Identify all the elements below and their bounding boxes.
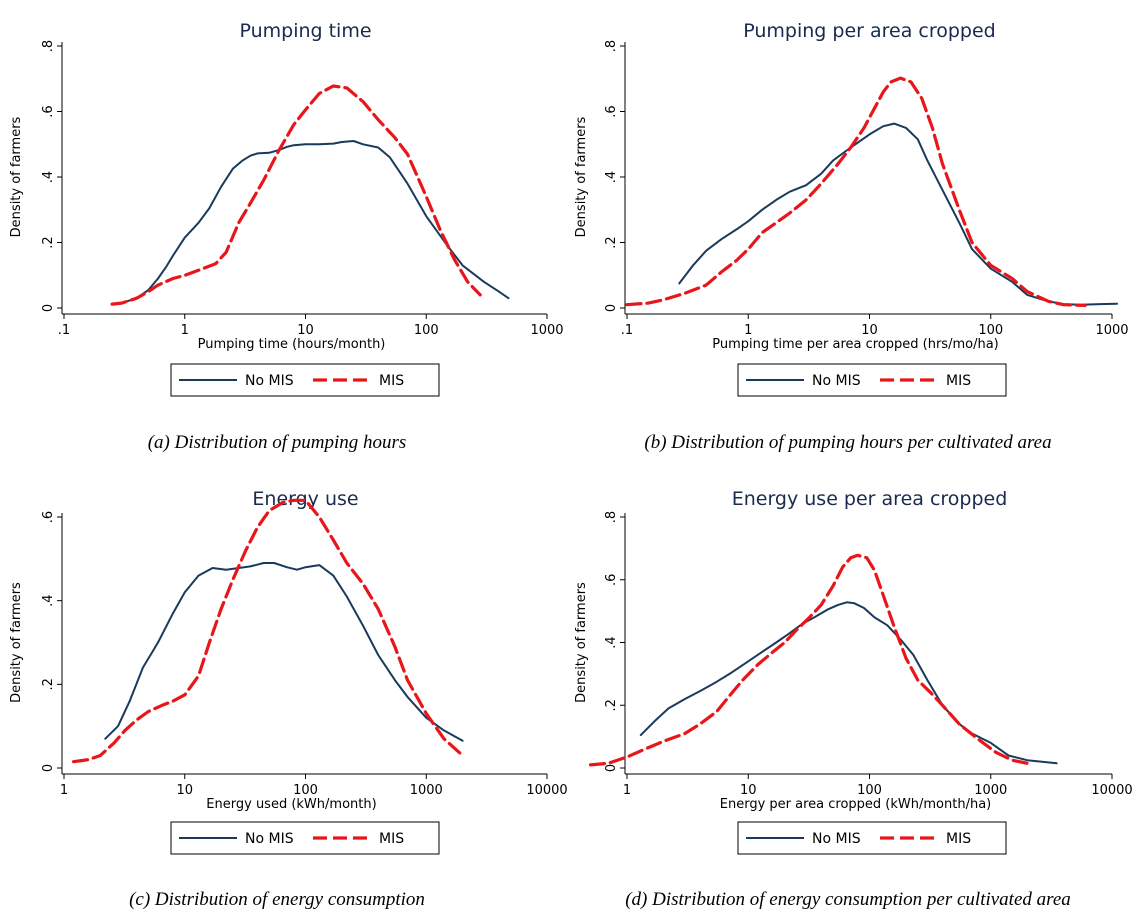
x-tick-label: 100: [978, 323, 1003, 338]
figure-caption: (b) Distribution of pumping hours per cu…: [644, 432, 1051, 453]
legend: No MIS MIS: [170, 821, 440, 855]
legend-label: No MIS: [245, 831, 294, 847]
series-line-no-mis: [678, 122, 1118, 306]
y-axis-label: Density of farmers: [9, 582, 24, 703]
x-tick-label: 1000: [974, 783, 1007, 798]
legend-label: MIS: [379, 831, 404, 847]
y-tick-label: .8: [604, 40, 619, 52]
x-tick-label: 10: [176, 783, 193, 798]
y-tick-label: 0: [604, 764, 619, 772]
x-tick-label: 1: [744, 323, 752, 338]
chart-panel-4: Energy use per area cropped 1 10 100 1000 100…: [574, 488, 1132, 910]
legend-label: MIS: [379, 373, 404, 389]
y-tick-label: .4: [604, 636, 619, 648]
y-tick-label: 0: [41, 304, 56, 312]
y-tick-label: .6: [41, 511, 56, 523]
chart-panel-3: Energy use 1 10 100 1000 10000 0 .2 .4 .6 Energy u…: [9, 488, 568, 910]
chart-title: Energy use per area cropped: [732, 488, 1008, 510]
x-tick-label: 100: [414, 323, 439, 338]
legend: No MIS MIS: [170, 363, 440, 397]
legend-label: MIS: [946, 831, 971, 847]
legend-label: MIS: [946, 373, 971, 389]
chart-title: Pumping per area cropped: [743, 20, 996, 42]
series-line-mis: [625, 76, 1087, 307]
legend-label: No MIS: [812, 831, 861, 847]
y-tick-label: .6: [604, 574, 619, 586]
legend-label: No MIS: [812, 373, 861, 389]
y-tick-label: .2: [41, 236, 56, 248]
x-axis-label: Energy per area cropped (kWh/month/ha): [720, 797, 991, 812]
series-line-no-mis: [104, 562, 464, 742]
y-tick-label: .4: [604, 171, 619, 183]
figure-caption: (d) Distribution of energy consumption p…: [625, 889, 1071, 910]
x-tick-label: 10: [297, 323, 314, 338]
x-axis-label: Pumping time per area cropped (hrs/mo/ha…: [712, 337, 998, 352]
chart-title: Energy use: [252, 488, 358, 510]
y-tick-label: .2: [41, 678, 56, 690]
x-tick-label: 1: [623, 783, 631, 798]
x-tick-label: .1: [621, 323, 633, 338]
y-tick-label: .8: [604, 511, 619, 523]
x-tick-label: 1000: [1095, 323, 1128, 338]
x-tick-label: 10000: [526, 783, 567, 798]
x-tick-label: .1: [58, 323, 70, 338]
x-tick-label: 10: [861, 323, 878, 338]
x-tick-label: 1: [60, 783, 68, 798]
x-tick-label: 100: [857, 783, 882, 798]
y-tick-label: 0: [41, 764, 56, 772]
series-line-mis: [110, 84, 482, 306]
chart-title: Pumping time: [239, 20, 371, 42]
chart-panel-1: Pumping time .1 1 10 100 1000 0 .2 .4 .6 .8 Pumping…: [9, 20, 564, 453]
y-tick-label: 0: [604, 304, 619, 312]
figure-caption: (c) Distribution of energy consumption: [129, 889, 425, 910]
x-axis-label: Energy used (kWh/month): [206, 797, 376, 812]
x-tick-label: 100: [293, 783, 318, 798]
chart-panel-2: Pumping per area cropped .1 1 10 100 1000 0 .2.…: [574, 20, 1129, 453]
y-axis-label: Density of farmers: [9, 116, 24, 237]
legend: No MIS MIS: [737, 821, 1007, 855]
y-tick-label: .4: [41, 594, 56, 606]
y-tick-label: .4: [41, 171, 56, 183]
y-tick-label: .2: [604, 699, 619, 711]
series-line-no-mis: [639, 601, 1058, 765]
series-line-mis: [588, 553, 1029, 767]
series-line-no-mis: [120, 140, 510, 305]
y-tick-label: .2: [604, 236, 619, 248]
y-axis-label: Density of farmers: [574, 582, 589, 703]
y-axis-label: Density of farmers: [574, 116, 589, 237]
legend-label: No MIS: [245, 373, 294, 389]
y-tick-label: .8: [41, 40, 56, 52]
x-tick-label: 10: [740, 783, 757, 798]
series-line-mis: [71, 498, 465, 764]
x-axis-label: Pumping time (hours/month): [198, 337, 386, 352]
x-tick-label: 10000: [1091, 783, 1132, 798]
x-tick-label: 1000: [410, 783, 443, 798]
y-tick-label: .6: [41, 105, 56, 117]
figure-caption: (a) Distribution of pumping hours: [148, 432, 407, 453]
x-tick-label: 1: [181, 323, 189, 338]
x-tick-label: 1000: [530, 323, 563, 338]
y-tick-label: .6: [604, 105, 619, 117]
legend: No MIS MIS: [737, 363, 1007, 397]
